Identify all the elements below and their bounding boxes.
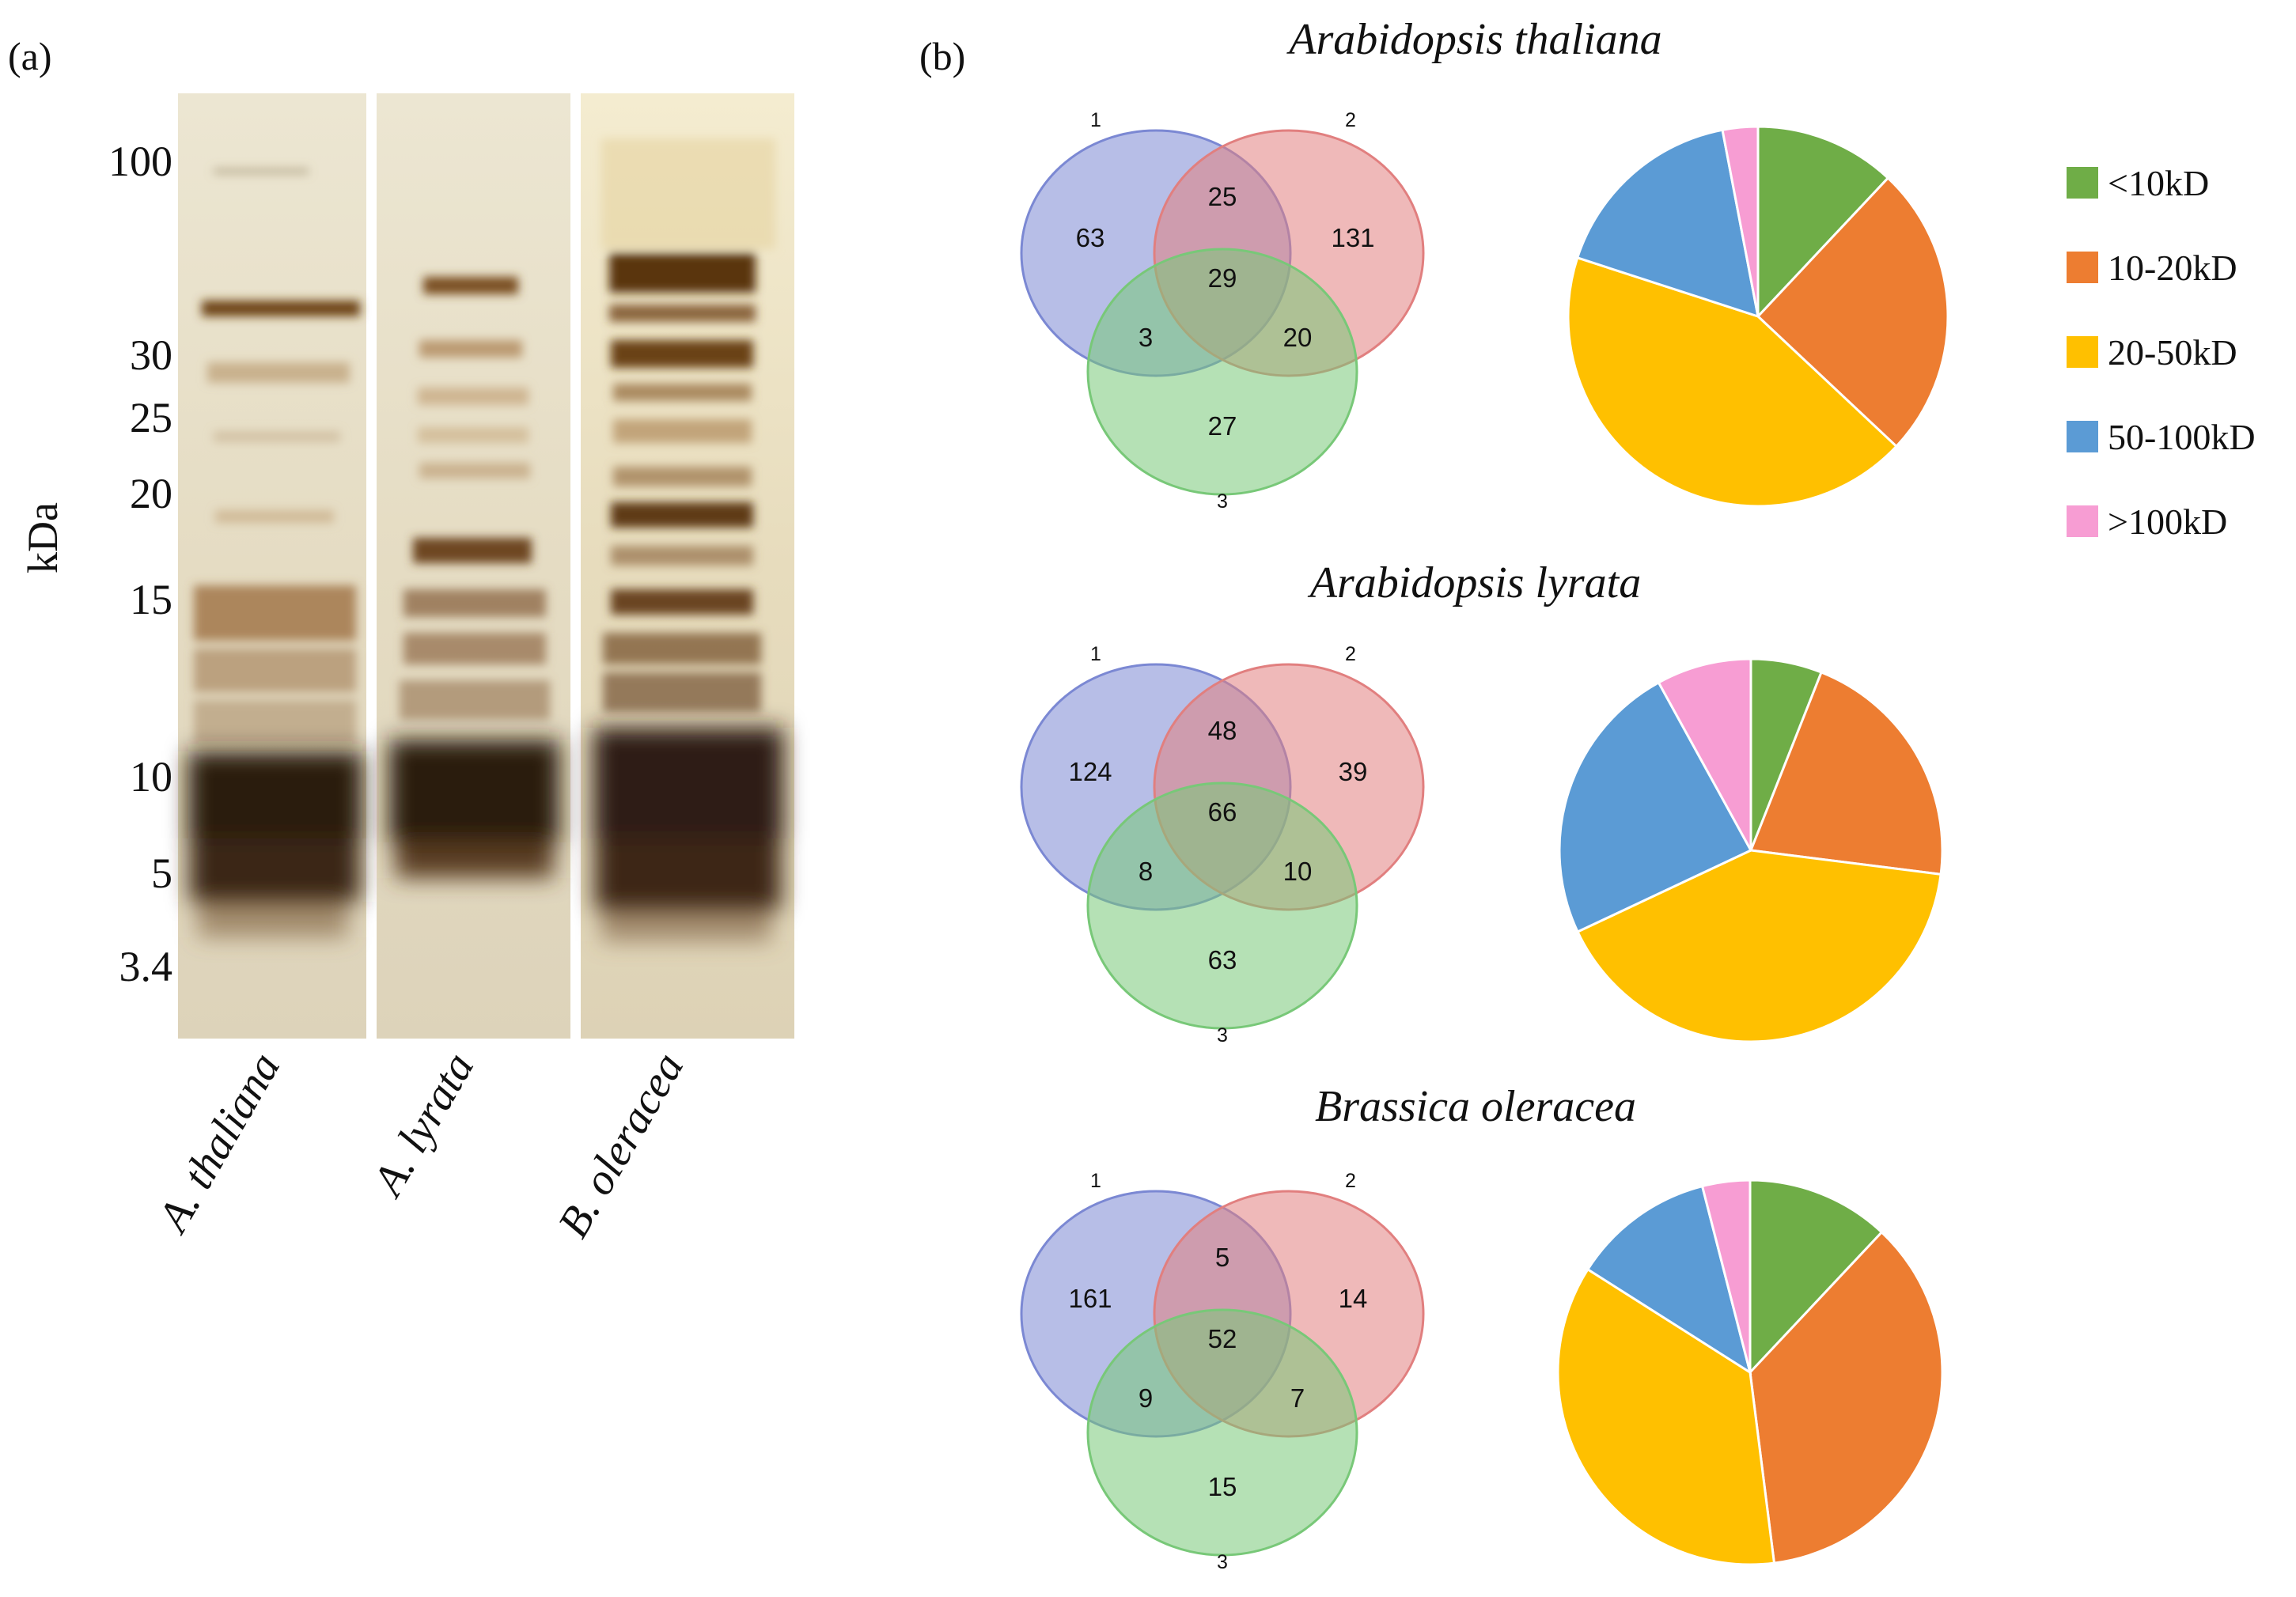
species-row-a-lyrata: Arabidopsis lyrata 1 2 3 124 39 63 48 8 10 66	[1020, 558, 1944, 1046]
pie-slice-50-100kd	[1575, 128, 1760, 319]
venn-set-label-3: 3	[1217, 1024, 1228, 1046]
legend-item-10-20kd: 10-20kD	[2067, 248, 2237, 288]
venn-region-1-2-3: 29	[1208, 263, 1237, 293]
venn-set-label-3: 3	[1217, 1551, 1228, 1573]
venn-set-label-2: 2	[1345, 643, 1356, 665]
marker-25: 25	[130, 394, 172, 441]
venn-set-label-1: 1	[1090, 1170, 1101, 1192]
pie-slice-10kd	[1749, 1179, 1884, 1376]
pie-slice-50-100kd	[1558, 680, 1753, 934]
venn-region-1-2-3: 66	[1208, 797, 1237, 827]
pie-slice-10-20kd	[1749, 671, 1944, 876]
venn-region-only-3: 15	[1208, 1472, 1237, 1501]
pie-slice-20-50kd	[1576, 849, 1942, 1043]
gel-lane-a-thaliana	[178, 93, 366, 1039]
pie-slice-10-20kd	[1749, 1230, 1944, 1565]
venn-region-1-2: 48	[1208, 716, 1237, 745]
venn-region-2-3: 20	[1283, 323, 1313, 352]
venn-region-1-3: 9	[1139, 1383, 1153, 1413]
venn-region-1-2: 25	[1208, 182, 1237, 211]
species-title-b-oleracea: Brassica oleracea	[1315, 1082, 1636, 1131]
venn-region-only-2: 131	[1331, 223, 1374, 252]
venn-set-label-1: 1	[1090, 643, 1101, 665]
marker-5: 5	[151, 850, 172, 897]
venn-region-only-2: 14	[1339, 1284, 1368, 1313]
venn-a-thaliana: 1 2 3 63 131 27 25 3 20 29	[1020, 109, 1425, 513]
venn-region-only-2: 39	[1339, 757, 1368, 786]
lane-label-a-lyrata: A. lyrata	[362, 1045, 484, 1206]
species-row-a-thaliana: Arabidopsis thaliana 1 2 3 63 131 27 25 3 20 29	[1020, 15, 1949, 513]
venn-region-only-1: 63	[1076, 223, 1105, 252]
marker-20: 20	[130, 470, 172, 517]
legend-label: >100kD	[2108, 501, 2227, 542]
legend-swatch	[2067, 167, 2098, 199]
venn-region-2-3: 7	[1290, 1383, 1305, 1413]
venn-region-2-3: 10	[1283, 857, 1313, 886]
legend-label: 10-20kD	[2108, 248, 2237, 288]
venn-set-label-2: 2	[1345, 1170, 1356, 1192]
venn-region-only-1: 161	[1068, 1284, 1112, 1313]
venn-region-1-3: 3	[1139, 323, 1153, 352]
lane-label-a-thaliana: A. thaliana	[147, 1045, 290, 1243]
legend-swatch	[2067, 421, 2098, 452]
pie-slice-50-100kd	[1586, 1184, 1752, 1376]
lane-label-b-oleracea: B. oleracea	[549, 1045, 694, 1247]
legend-swatch	[2067, 336, 2098, 368]
marker-labels: 100 30 25 20 15 10 5 3.4	[108, 138, 172, 990]
venn-region-only-3: 63	[1208, 945, 1237, 974]
marker-30: 30	[130, 331, 172, 379]
pie-a-thaliana	[1567, 125, 1949, 508]
venn-set-label-2: 2	[1345, 109, 1356, 131]
legend-label: 50-100kD	[2108, 417, 2256, 457]
legend-item-20-50kd: 20-50kD	[2067, 332, 2237, 373]
panel-a: (a) kDa 100 30 25 20 15 10 5 3.4	[8, 34, 794, 1246]
legend-label: <10kD	[2108, 163, 2209, 203]
legend-label: 20-50kD	[2108, 332, 2237, 373]
gel-lane-a-lyrata	[377, 93, 570, 1039]
venn-set-3-circle	[1086, 248, 1358, 496]
pie-b-oleracea	[1556, 1179, 1944, 1566]
legend-swatch	[2067, 505, 2098, 537]
venn-region-only-1: 124	[1068, 757, 1112, 786]
venn-region-only-3: 27	[1208, 411, 1237, 441]
pie-slice-20-50kd	[1556, 1267, 1776, 1566]
marker-10: 10	[130, 753, 172, 800]
pie-slice-10kd	[1756, 125, 1890, 320]
pie-a-lyrata	[1558, 657, 1944, 1043]
venn-a-lyrata: 1 2 3 124 39 63 48 8 10 66	[1020, 643, 1425, 1046]
panel-a-tag: (a)	[8, 34, 52, 78]
venn-set-label-3: 3	[1217, 490, 1228, 513]
venn-set-3-circle	[1086, 781, 1358, 1030]
pie-slice-100kd	[1657, 657, 1752, 851]
pie-slice-100kd	[1700, 1179, 1752, 1373]
legend-item-10kd: <10kD	[2067, 163, 2209, 203]
lane-labels: A. thaliana A. lyrata B. oleracea	[147, 1045, 693, 1247]
venn-region-1-3: 8	[1139, 857, 1153, 886]
legend-swatch	[2067, 252, 2098, 283]
species-title-a-thaliana: Arabidopsis thaliana	[1286, 15, 1661, 64]
venn-set-3-circle	[1086, 1308, 1358, 1557]
species-row-b-oleracea: Brassica oleracea 1 2 3 161 14 15 5 9 7 52	[1020, 1082, 1944, 1573]
y-axis-label: kDa	[19, 502, 66, 573]
panel-b-tag: (b)	[919, 34, 965, 78]
legend-item-50-100kd: 50-100kD	[2067, 417, 2256, 457]
venn-set-label-1: 1	[1090, 109, 1101, 131]
marker-100: 100	[108, 138, 172, 185]
pie-slice-10-20kd	[1756, 176, 1949, 448]
pie-slice-20-50kd	[1567, 255, 1899, 508]
venn-region-1-2: 5	[1215, 1243, 1229, 1272]
legend-item-100kd: >100kD	[2067, 501, 2227, 542]
gel-lane-b-oleracea	[581, 93, 794, 1039]
marker-15: 15	[130, 576, 172, 623]
legend: <10kD 10-20kD 20-50kD 50-100kD >100kD	[2067, 163, 2256, 542]
species-title-a-lyrata: Arabidopsis lyrata	[1307, 558, 1641, 607]
pie-slice-100kd	[1721, 125, 1760, 317]
marker-3-4: 3.4	[119, 943, 173, 990]
venn-b-oleracea: 1 2 3 161 14 15 5 9 7 52	[1020, 1170, 1425, 1573]
venn-region-1-2-3: 52	[1208, 1324, 1237, 1353]
